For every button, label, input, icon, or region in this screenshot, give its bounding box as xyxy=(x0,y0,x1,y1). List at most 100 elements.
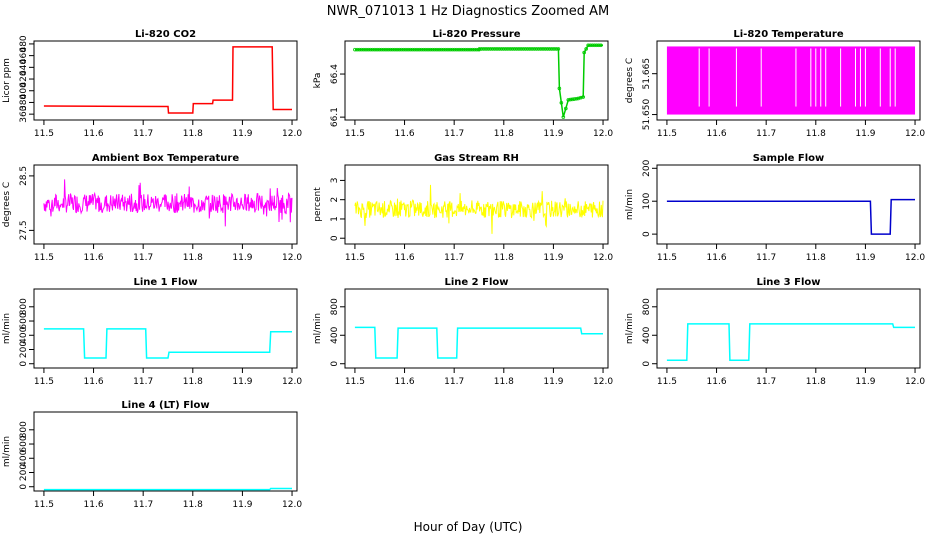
x-tick-label: 11.5 xyxy=(345,253,365,263)
series-line xyxy=(666,323,915,361)
panel-0: Li-820 CO2 11.5 11.6 11.7 11.8 11.9 12.0 360380… xyxy=(2,29,302,139)
series-line xyxy=(43,179,293,227)
x-tick-label: 11.8 xyxy=(806,377,826,387)
series-point xyxy=(364,47,368,52)
series-point xyxy=(419,47,424,52)
series-point xyxy=(499,47,504,51)
x-tick-label: 11.6 xyxy=(395,377,415,387)
series-point xyxy=(557,86,562,91)
series-line xyxy=(43,328,292,359)
y-tick-label: 200 xyxy=(19,341,29,358)
series-point xyxy=(446,47,450,52)
x-tick-label: 11.6 xyxy=(395,253,415,263)
series-point xyxy=(497,47,502,51)
series-point xyxy=(523,47,528,51)
series-point xyxy=(572,97,577,101)
x-tick-label: 11.8 xyxy=(494,253,514,263)
series-point xyxy=(550,47,554,51)
series-point xyxy=(495,47,499,51)
y-tick-label: 0 xyxy=(330,361,340,367)
plot-frame xyxy=(33,164,298,245)
x-tick-label: 11.6 xyxy=(707,253,727,263)
series-point xyxy=(428,47,433,52)
y-tick-label: 0 xyxy=(642,231,652,237)
series-line xyxy=(354,326,603,359)
series-point xyxy=(450,47,455,52)
y-axis-label: ml/min xyxy=(2,436,12,467)
series-point xyxy=(568,97,573,102)
series-point xyxy=(353,47,357,52)
y-axis-label: ml/min xyxy=(2,313,12,344)
x-tick-label: 11.8 xyxy=(494,377,514,387)
series-point xyxy=(470,47,475,52)
series-point xyxy=(421,47,426,52)
plot-frame xyxy=(344,40,609,121)
series-point xyxy=(559,100,564,105)
series-point xyxy=(439,47,444,52)
figure-xlabel: Hour of Day (UTC) xyxy=(414,520,523,534)
y-axis-label: kPa xyxy=(313,73,323,89)
x-tick-label: 11.9 xyxy=(855,253,875,263)
series-point xyxy=(357,47,362,52)
x-tick-label: 11.5 xyxy=(34,500,54,510)
plot-frame xyxy=(656,164,921,245)
series-point xyxy=(437,47,441,52)
panel-9: Line 4 (LT) Flow 11.5 11.6 11.7 11.8 11.9 12.0… xyxy=(2,400,302,510)
x-tick-label: 11.7 xyxy=(133,253,153,263)
series-point xyxy=(484,47,488,51)
x-tick-label: 11.9 xyxy=(543,129,563,139)
x-tick-label: 11.7 xyxy=(444,253,464,263)
x-tick-label: 12.0 xyxy=(593,253,613,263)
series-point xyxy=(401,47,406,52)
panel-title: Li-820 CO2 xyxy=(135,29,196,40)
x-tick-label: 11.6 xyxy=(84,377,104,387)
series-point xyxy=(582,50,586,55)
x-tick-label: 11.7 xyxy=(133,377,153,387)
series-point xyxy=(430,47,435,52)
x-tick-label: 11.6 xyxy=(707,377,727,387)
panel-2: Li-820 Temperature 11.5 11.6 11.7 11.8 11.9 12… xyxy=(625,29,925,139)
series-line xyxy=(43,46,292,114)
panel-title: Line 3 Flow xyxy=(757,277,821,288)
series-point xyxy=(581,95,585,99)
series-point xyxy=(586,43,590,48)
y-tick-label: 200 xyxy=(19,464,29,481)
x-tick-label: 11.5 xyxy=(345,377,365,387)
x-tick-label: 11.5 xyxy=(34,377,54,387)
plot-frame xyxy=(33,288,298,369)
x-tick-label: 11.7 xyxy=(756,129,776,139)
series-line xyxy=(354,184,604,234)
series-band xyxy=(666,46,916,115)
series-point xyxy=(588,43,593,48)
series-point xyxy=(441,47,446,52)
series-point xyxy=(388,47,393,52)
panel-1: Li-820 Pressure 11.5 11.6 11.7 11.8 11.9 12.0 6… xyxy=(313,29,613,139)
x-tick-label: 11.8 xyxy=(183,377,203,387)
x-tick-label: 11.6 xyxy=(707,129,727,139)
y-tick-label: 1 xyxy=(330,216,340,222)
y-axis-label: degrees C xyxy=(625,58,635,103)
series-point xyxy=(506,47,510,51)
series-point xyxy=(377,47,382,52)
x-tick-label: 11.5 xyxy=(657,377,677,387)
series-point xyxy=(373,47,377,52)
x-tick-label: 11.9 xyxy=(543,377,563,387)
x-tick-label: 11.6 xyxy=(84,500,104,510)
y-tick-label: 0 xyxy=(19,484,29,490)
panel-5: Sample Flow 11.5 11.6 11.7 11.8 11.9 12.0 0 100 2… xyxy=(625,153,925,263)
y-axis-label: ml/min xyxy=(625,313,635,344)
series-line xyxy=(354,44,603,118)
series-point xyxy=(404,47,408,52)
series-point xyxy=(415,47,419,52)
series-point xyxy=(584,47,588,51)
panel-title: Li-820 Pressure xyxy=(432,29,520,40)
series-point xyxy=(490,47,495,51)
panel-6: Line 1 Flow 11.5 11.6 11.7 11.8 11.9 12.0 0 2004… xyxy=(2,277,302,387)
x-tick-label: 11.8 xyxy=(183,253,203,263)
y-tick-label: 400 xyxy=(642,326,652,343)
y-tick-label: 100 xyxy=(642,192,652,209)
x-tick-label: 11.9 xyxy=(232,377,252,387)
series-point xyxy=(590,43,595,48)
x-tick-label: 11.9 xyxy=(232,500,252,510)
x-tick-label: 11.7 xyxy=(756,253,776,263)
